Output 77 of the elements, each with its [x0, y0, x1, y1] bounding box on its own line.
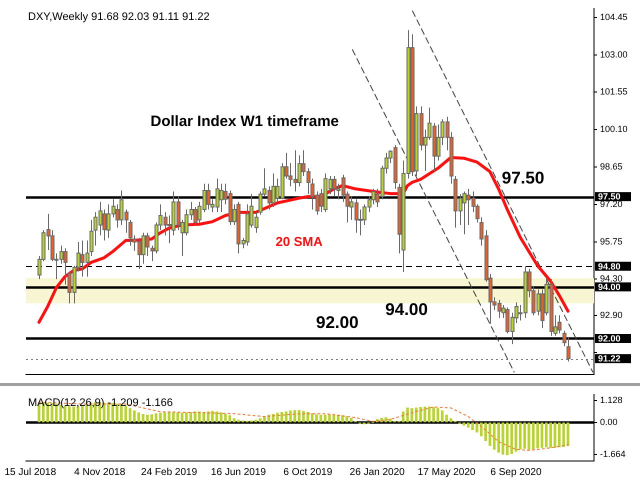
bar: [185, 412, 188, 422]
bar: [276, 412, 279, 422]
bar: [263, 416, 266, 422]
bar: [476, 422, 478, 432]
bar: [466, 422, 470, 428]
bar: [450, 418, 452, 422]
bar: [137, 412, 140, 422]
bar: [302, 410, 305, 422]
y-tick-label: 103.00: [600, 49, 628, 60]
y-tick-label: 1.128: [600, 395, 623, 406]
ref-line-label: 94.00: [598, 282, 621, 292]
bar: [142, 414, 144, 422]
bar: [176, 412, 180, 422]
bar: [128, 408, 132, 422]
bar: [440, 410, 444, 422]
bar: [237, 420, 240, 422]
y-tick-label: 98.65: [600, 161, 623, 172]
bar: [540, 422, 544, 448]
bar: [289, 410, 292, 422]
bar: [315, 414, 318, 422]
annotation: Dollar Index W1 timeframe: [150, 113, 339, 130]
bar: [462, 422, 466, 426]
bar: [72, 406, 76, 422]
x-tick-label: 4 Nov 2018: [74, 466, 126, 478]
text: 20 SMA: [276, 234, 324, 250]
bar: [566, 422, 570, 446]
bar: [528, 422, 530, 450]
y-tick-label: 92.90: [600, 310, 623, 320]
y-tick-label: -1.664: [600, 449, 626, 459]
bar: [224, 414, 227, 422]
bar: [506, 422, 509, 456]
bar: [211, 410, 214, 422]
bar: [445, 414, 448, 422]
bar: [544, 422, 548, 448]
ref-line-label: 94.80: [598, 261, 621, 272]
y-tick-label: 0.00: [600, 416, 618, 427]
bar: [341, 415, 344, 422]
bar: [428, 406, 431, 422]
x-tick-label: 6 Sep 2020: [490, 466, 542, 478]
bar: [328, 414, 331, 422]
bar: [492, 422, 496, 450]
x-tick-label: 6 Oct 2019: [283, 466, 333, 478]
y-tick-label: 100.10: [600, 124, 628, 134]
annotation: 94.00: [385, 300, 428, 320]
bar: [532, 422, 535, 450]
bar: [554, 422, 556, 448]
bar: [488, 422, 492, 446]
bar: [172, 412, 175, 422]
x-tick-label: 15 Jul 2018: [4, 466, 57, 478]
annotation: 92.00: [316, 313, 359, 332]
x-tick-label: 17 May 2020: [418, 466, 476, 478]
ref-line-label: 91.22: [598, 354, 621, 364]
y-tick-label: 95.75: [600, 236, 623, 246]
x-tick-label: 24 Feb 2019: [141, 466, 198, 478]
chart-title: DXY,Weekly 91.68 92.03 91.11 91.22: [28, 10, 210, 23]
annotation: 97.50: [502, 168, 544, 188]
bar: [406, 408, 409, 422]
x-tick-label: 26 Jan 2020: [350, 466, 406, 478]
bar: [432, 407, 435, 422]
bar: [502, 422, 504, 455]
bar: [215, 411, 218, 422]
bar: [514, 422, 518, 452]
y-tick-label: 94.30: [600, 274, 623, 284]
y-tick-label: 101.55: [600, 86, 628, 97]
bar: [124, 406, 128, 422]
y-tick-label: 104.45: [600, 12, 628, 22]
x-tick-label: 16 Jun 2019: [210, 466, 266, 478]
bar: [254, 420, 258, 422]
bar: [419, 407, 422, 422]
ref-line-label: 92.00: [598, 333, 621, 344]
bar: [558, 422, 561, 448]
bar: [154, 413, 158, 422]
bar: [324, 414, 327, 422]
bar: [518, 422, 522, 450]
bar: [198, 411, 201, 422]
bar: [280, 412, 284, 422]
bar: [163, 412, 166, 422]
